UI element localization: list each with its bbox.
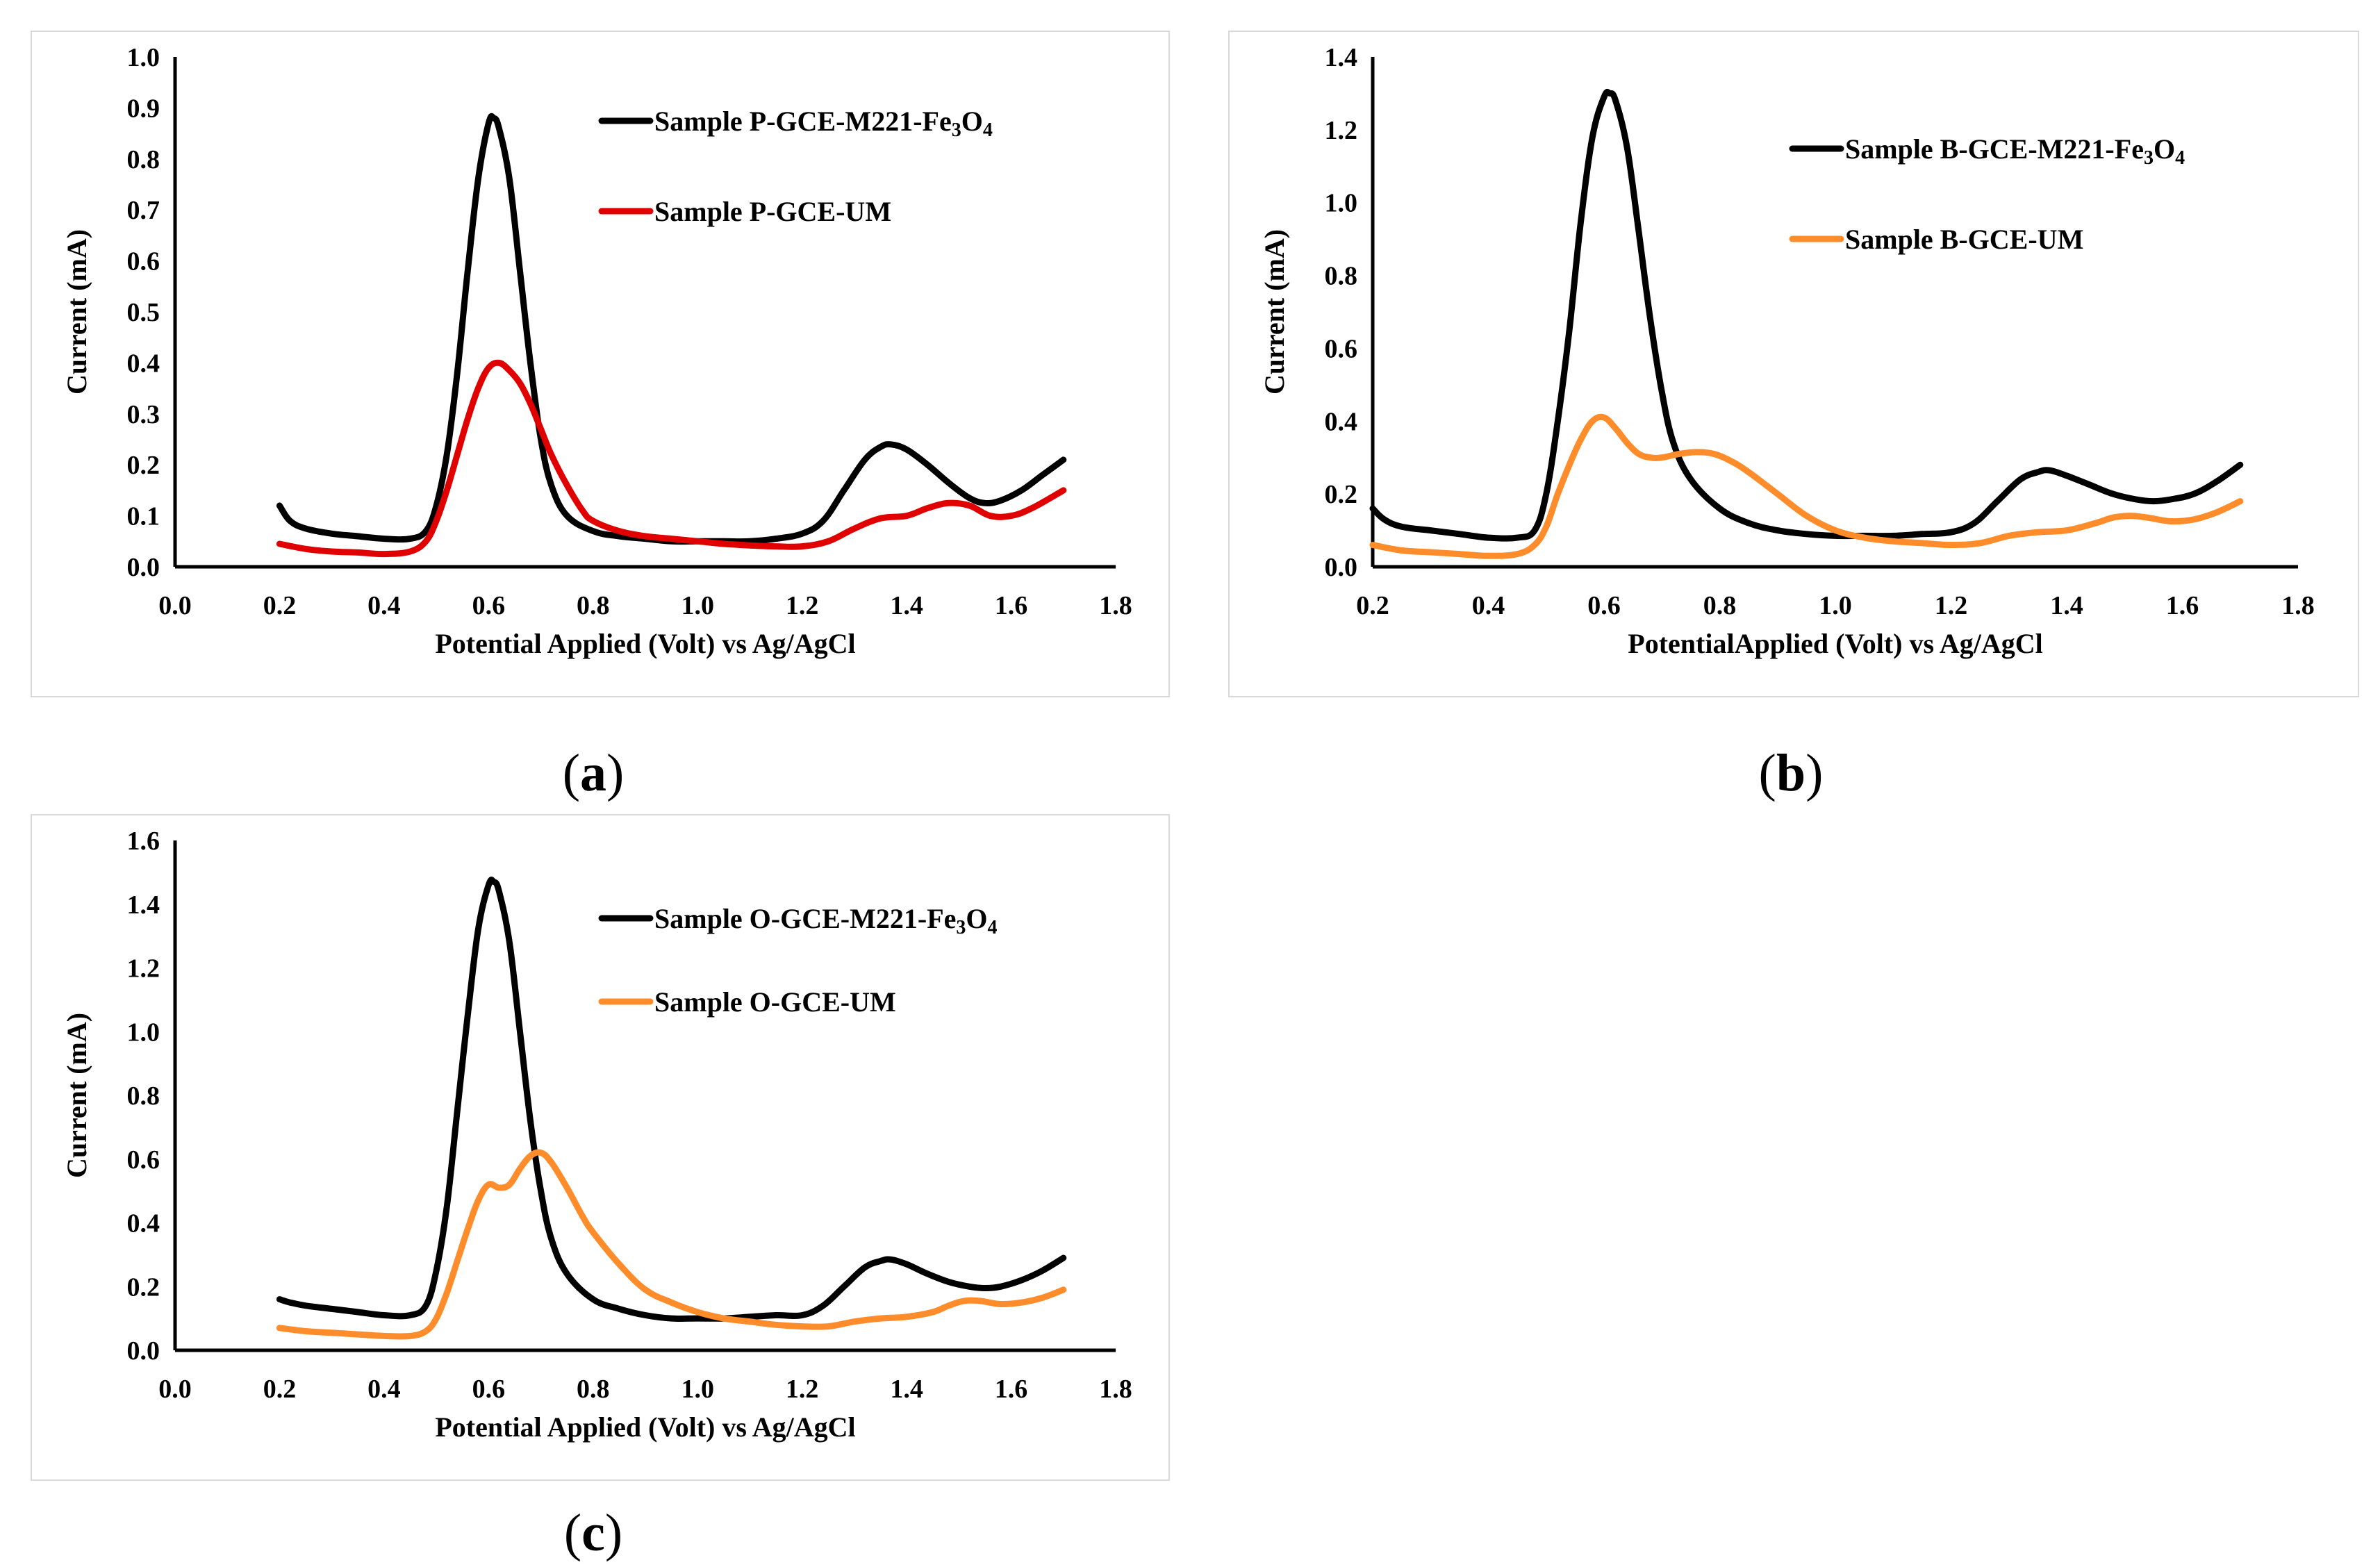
series-line-2 <box>276 359 1067 558</box>
series-line-1 <box>276 877 1067 1322</box>
x-tick-label: 1.0 <box>1819 591 1852 620</box>
chart-panel-c: 0.0 0.2 0.4 0.6 0.8 1.0 1.2 1.4 1.6 0.0 0.2 0.4 0.6 0… <box>31 814 1170 1481</box>
y-tick-label: 0.1 <box>127 502 160 531</box>
y-tick-label: 1.4 <box>1325 43 1358 72</box>
x-tick-label: 0.0 <box>158 1375 192 1404</box>
y-tick-label: 1.0 <box>1325 189 1358 218</box>
x-tick-label: 0.6 <box>1587 591 1621 620</box>
x-tick-label: 1.2 <box>786 591 819 620</box>
series-line-1 <box>276 113 1067 545</box>
x-tick-label: 1.6 <box>995 1375 1028 1404</box>
x-tick-label: 1.0 <box>681 1375 713 1404</box>
y-tick-label: 0.3 <box>127 400 160 429</box>
y-tick-label: 1.0 <box>127 43 160 72</box>
x-tick-label: 0.4 <box>1472 591 1505 620</box>
x-tick-label: 0.6 <box>472 1375 506 1404</box>
x-tick-label: 0.6 <box>472 591 506 620</box>
x-tick-label: 1.6 <box>2166 591 2199 620</box>
x-tick-label: 1.0 <box>681 591 713 620</box>
y-tick-label: 0.8 <box>127 145 160 174</box>
y-tick-label: 1.0 <box>127 1018 160 1047</box>
legend-label-1: Sample P-GCE-M221-Fe3O4 <box>654 106 993 141</box>
y-tick-label: 0.9 <box>127 94 160 123</box>
x-tick-label: 1.8 <box>2281 591 2315 620</box>
y-tick-label: 1.6 <box>127 827 160 856</box>
x-tick-label: 1.6 <box>995 591 1028 620</box>
y-axis-title: Current (mA) <box>61 1013 92 1178</box>
y-tick-label: 0.8 <box>1325 262 1358 291</box>
x-tick-label: 1.8 <box>1099 591 1132 620</box>
y-tick-label: 0.2 <box>1325 480 1358 509</box>
panel-label-b: (b) <box>1758 744 1824 802</box>
chart-c-svg: 0.0 0.2 0.4 0.6 0.8 1.0 1.2 1.4 1.6 0.0 0.2 0.4 0.6 0… <box>61 827 1132 1443</box>
legend-label-1: Sample O-GCE-M221-Fe3O4 <box>654 903 998 938</box>
chart-panel-b: 0.0 0.2 0.4 0.6 0.8 1.0 1.2 1.4 0.2 0.4 0.6 0.8 1.0 1… <box>1228 31 2359 697</box>
y-tick-label: 0.8 <box>127 1081 160 1111</box>
legend-label-2: Sample P-GCE-UM <box>654 196 891 227</box>
x-axis-title: PotentialApplied (Volt) vs Ag/AgCl <box>1628 628 2042 659</box>
y-tick-label: 0.4 <box>127 1209 160 1238</box>
y-axis-title: Current (mA) <box>1259 229 1290 395</box>
x-tick-label: 0.4 <box>367 1375 401 1404</box>
x-tick-label: 0.4 <box>367 591 401 620</box>
series-line-1 <box>1369 89 2244 542</box>
chart-b-svg: 0.0 0.2 0.4 0.6 0.8 1.0 1.2 1.4 0.2 0.4 0.6 0.8 1.0 1… <box>1259 43 2315 659</box>
y-tick-label: 0.5 <box>127 298 160 327</box>
y-tick-label: 0.0 <box>1325 553 1358 582</box>
x-tick-label: 0.8 <box>1703 591 1737 620</box>
y-tick-label: 0.0 <box>127 553 160 582</box>
x-tick-label: 0.2 <box>263 591 297 620</box>
series-line-2 <box>1369 413 2244 559</box>
y-tick-label: 0.7 <box>127 196 160 225</box>
legend-label-1: Sample B-GCE-M221-Fe3O4 <box>1845 133 2185 169</box>
y-tick-label: 0.4 <box>127 349 160 378</box>
x-tick-label: 0.0 <box>158 591 192 620</box>
chart-a-svg: 0.0 0.1 0.2 0.3 0.4 0.5 0.6 0.7 0.8 0.9 1.0 0.0 0.2 0… <box>61 43 1132 659</box>
x-axis-title: Potential Applied (Volt) vs Ag/AgCl <box>435 1411 855 1443</box>
y-tick-label: 0.6 <box>127 1145 160 1175</box>
x-tick-label: 1.8 <box>1099 1375 1132 1404</box>
y-tick-label: 0.2 <box>127 451 160 480</box>
y-tick-label: 1.2 <box>127 954 160 984</box>
panel-label-a: (a) <box>562 744 625 802</box>
x-tick-label: 1.4 <box>890 591 923 620</box>
y-tick-label: 1.4 <box>127 890 160 920</box>
x-tick-label: 1.4 <box>890 1375 923 1404</box>
x-tick-label: 1.2 <box>786 1375 819 1404</box>
x-axis-title: Potential Applied (Volt) vs Ag/AgCl <box>435 628 855 659</box>
y-axis-title: Current (mA) <box>61 229 92 395</box>
panel-label-c: (c) <box>563 1504 623 1562</box>
y-tick-label: 0.0 <box>127 1336 160 1366</box>
x-tick-label: 0.2 <box>263 1375 297 1404</box>
x-tick-label: 0.2 <box>1356 591 1389 620</box>
y-tick-label: 0.6 <box>1325 334 1358 363</box>
x-tick-label: 1.4 <box>2050 591 2083 620</box>
legend-label-2: Sample B-GCE-UM <box>1845 224 2083 255</box>
legend-label-2: Sample O-GCE-UM <box>654 986 896 1018</box>
y-tick-label: 0.2 <box>127 1272 160 1302</box>
x-tick-label: 0.8 <box>577 591 610 620</box>
x-tick-label: 1.2 <box>1935 591 1968 620</box>
series-line-2 <box>276 1149 1067 1340</box>
y-tick-label: 0.4 <box>1325 407 1358 436</box>
y-tick-label: 0.6 <box>127 247 160 276</box>
y-tick-label: 1.2 <box>1325 116 1358 145</box>
x-tick-label: 0.8 <box>577 1375 610 1404</box>
chart-panel-a: 0.0 0.1 0.2 0.3 0.4 0.5 0.6 0.7 0.8 0.9 1.0 0.0 0.2 0… <box>31 31 1170 697</box>
